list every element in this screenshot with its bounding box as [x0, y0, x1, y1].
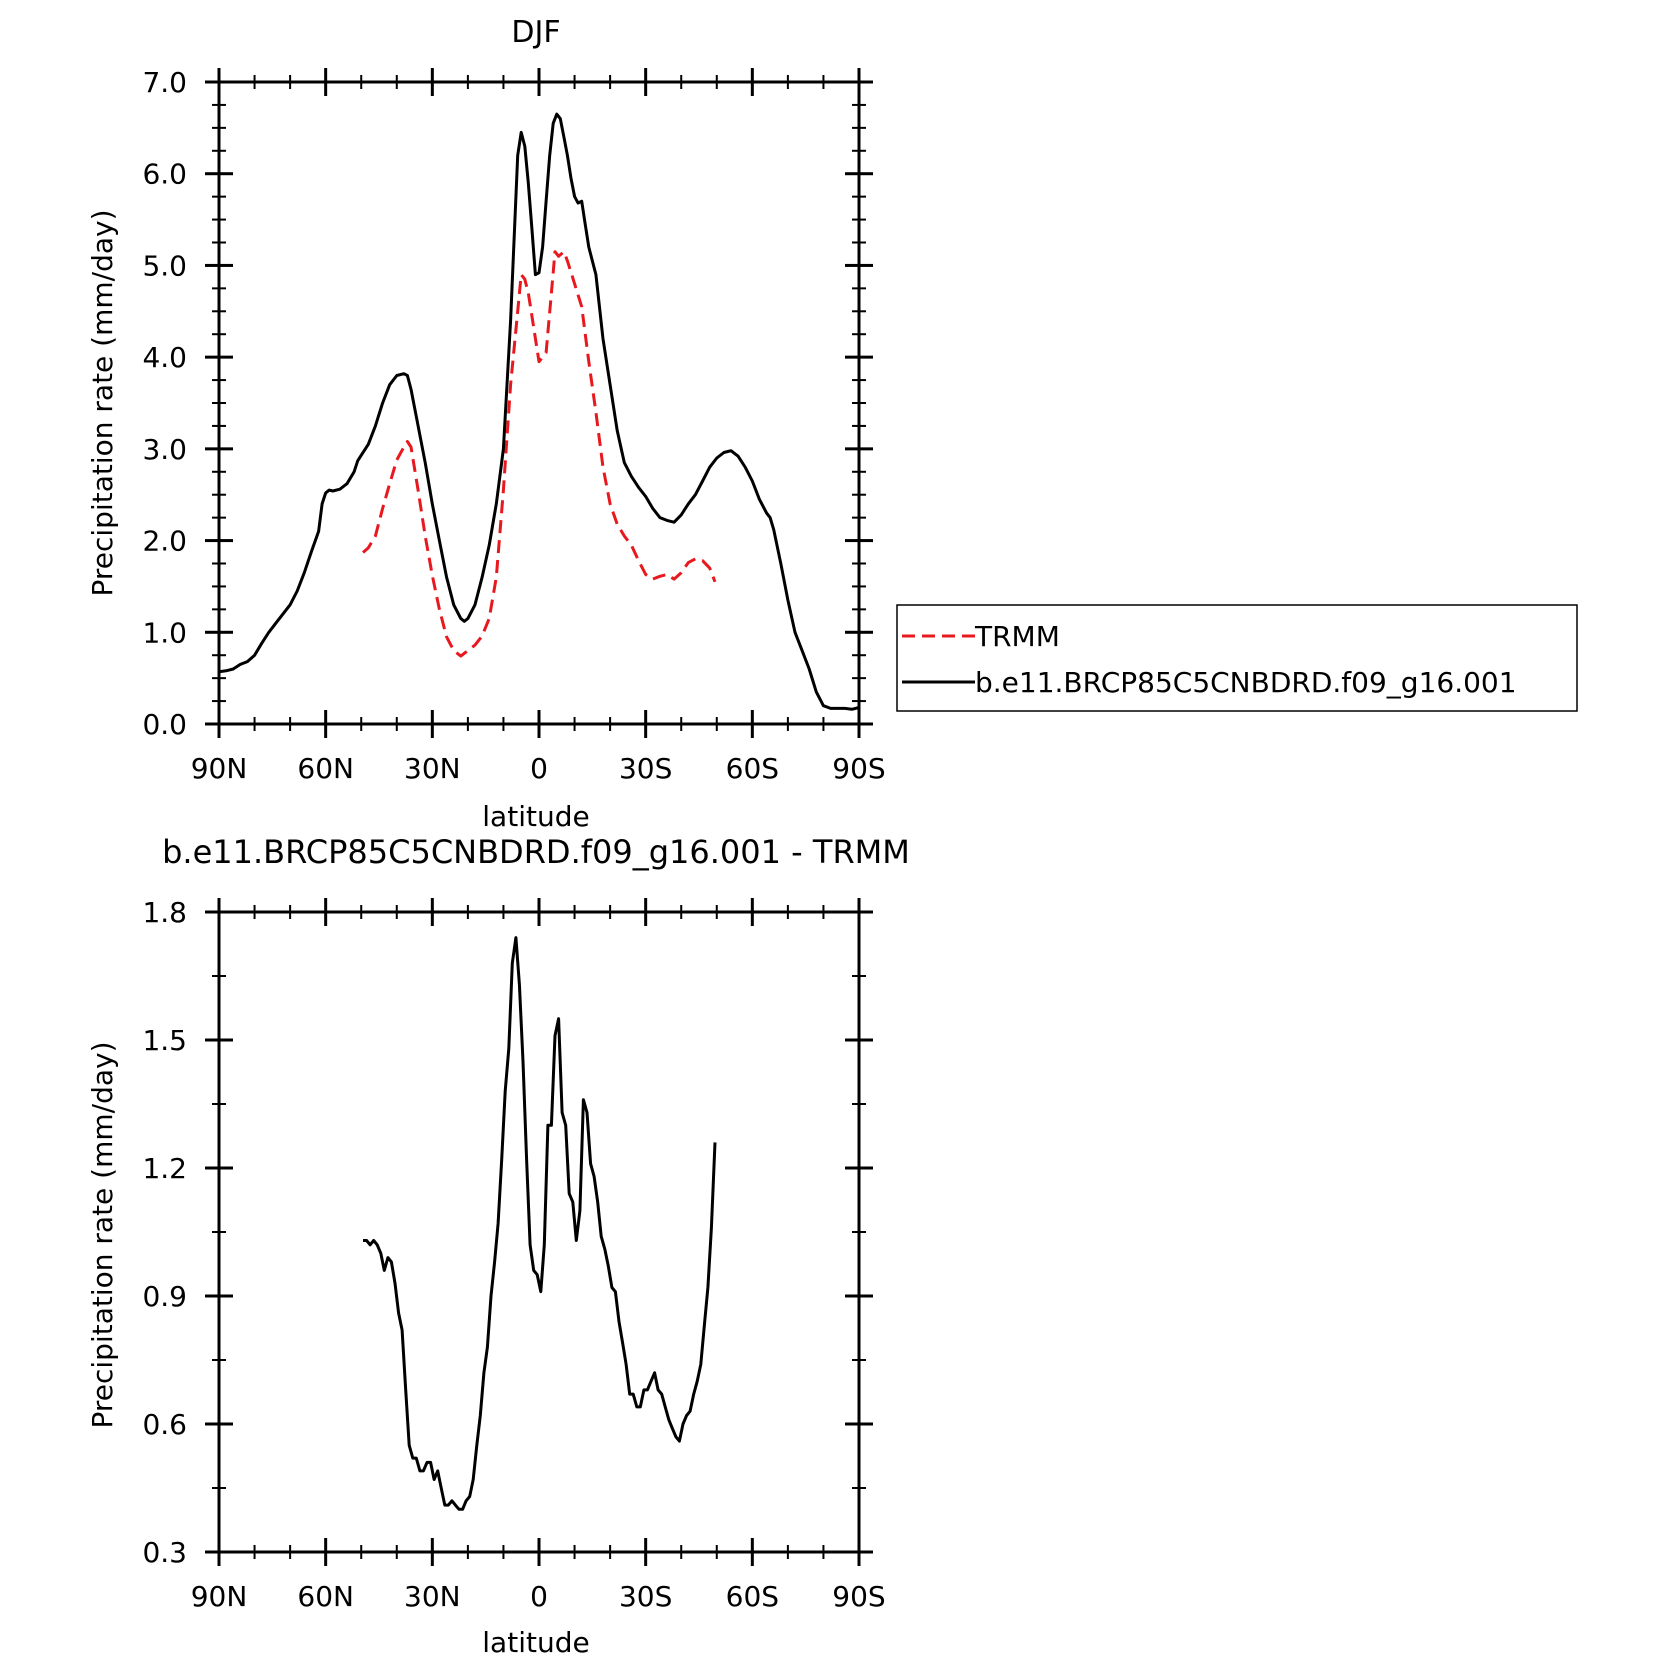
top-y-tick-label: 5.0	[142, 249, 187, 282]
bottom-y-tick-label: 0.9	[142, 1280, 187, 1313]
legend: TRMM b.e11.BRCP85C5CNBDRD.f09_g16.001	[896, 604, 1578, 712]
top-x-tick-label: 90S	[832, 752, 885, 785]
bottom-y-tick-label: 0.6	[142, 1408, 187, 1441]
bottom-y-tick-label: 1.8	[142, 896, 187, 929]
top-x-tick-label: 0	[530, 752, 548, 785]
top-y-axis-label: Precipitation rate (mm/day)	[86, 209, 119, 596]
bottom-x-tick-label: 60N	[297, 1580, 354, 1613]
top-axes: 90N 60N 30N 0 30S 60S 90S 0.0 1.0 2.0 3.0 4.0 5.0 6.0…	[142, 66, 885, 785]
bottom-x-tick-label: 90N	[191, 1580, 248, 1613]
bottom-plot-lines	[363, 936, 717, 1511]
bottom-panel: 90N 60N 30N 0 30S 60S 90S 0.3 0.6 0.9 1.2 1.5 1.8 b.…	[86, 833, 910, 1658]
bottom-title: b.e11.BRCP85C5CNBDRD.f09_g16.001 - TRMM	[162, 833, 910, 871]
top-series-line-0	[362, 250, 717, 658]
top-x-tick-label: 30N	[404, 752, 461, 785]
top-y-tick-label: 0.0	[142, 708, 187, 741]
top-x-tick-label: 90N	[191, 752, 248, 785]
top-y-tick-label: 6.0	[142, 158, 187, 191]
bottom-x-tick-label: 30S	[619, 1580, 672, 1613]
top-y-tick-label: 4.0	[142, 341, 187, 374]
bottom-x-tick-label: 90S	[832, 1580, 885, 1613]
top-y-tick-label: 2.0	[142, 525, 187, 558]
bottom-y-tick-label: 0.3	[142, 1536, 187, 1569]
bottom-axes: 90N 60N 30N 0 30S 60S 90S 0.3 0.6 0.9 1.2 1.5 1.8	[142, 896, 885, 1613]
top-y-tick-label: 7.0	[142, 66, 187, 99]
top-series-line-1	[218, 112, 860, 711]
bottom-x-tick-label: 30N	[404, 1580, 461, 1613]
bottom-series-line-0	[363, 936, 717, 1511]
top-plot-frame	[217, 80, 861, 726]
bottom-plot-frame	[217, 910, 861, 1554]
bottom-x-tick-label: 0	[530, 1580, 548, 1613]
top-panel: 90N 60N 30N 0 30S 60S 90S 0.0 1.0 2.0 3.0 4.0 5.0 6.0…	[86, 15, 886, 833]
bottom-y-tick-label: 1.5	[142, 1024, 187, 1057]
top-x-tick-label: 60N	[297, 752, 354, 785]
legend-label-trmm: TRMM	[974, 620, 1060, 653]
bottom-y-tick-label: 1.2	[142, 1152, 187, 1185]
top-x-tick-label: 30S	[619, 752, 672, 785]
top-x-axis-label: latitude	[482, 800, 589, 833]
legend-box	[896, 604, 1578, 712]
top-title: DJF	[511, 15, 560, 50]
top-y-tick-label: 1.0	[142, 616, 187, 649]
top-plot-lines	[218, 112, 860, 711]
bottom-x-axis-label: latitude	[482, 1626, 589, 1658]
bottom-y-axis-label: Precipitation rate (mm/day)	[86, 1041, 119, 1428]
legend-label-model: b.e11.BRCP85C5CNBDRD.f09_g16.001	[975, 666, 1517, 699]
top-x-tick-label: 60S	[726, 752, 779, 785]
top-y-tick-label: 3.0	[142, 433, 187, 466]
bottom-x-tick-label: 60S	[726, 1580, 779, 1613]
